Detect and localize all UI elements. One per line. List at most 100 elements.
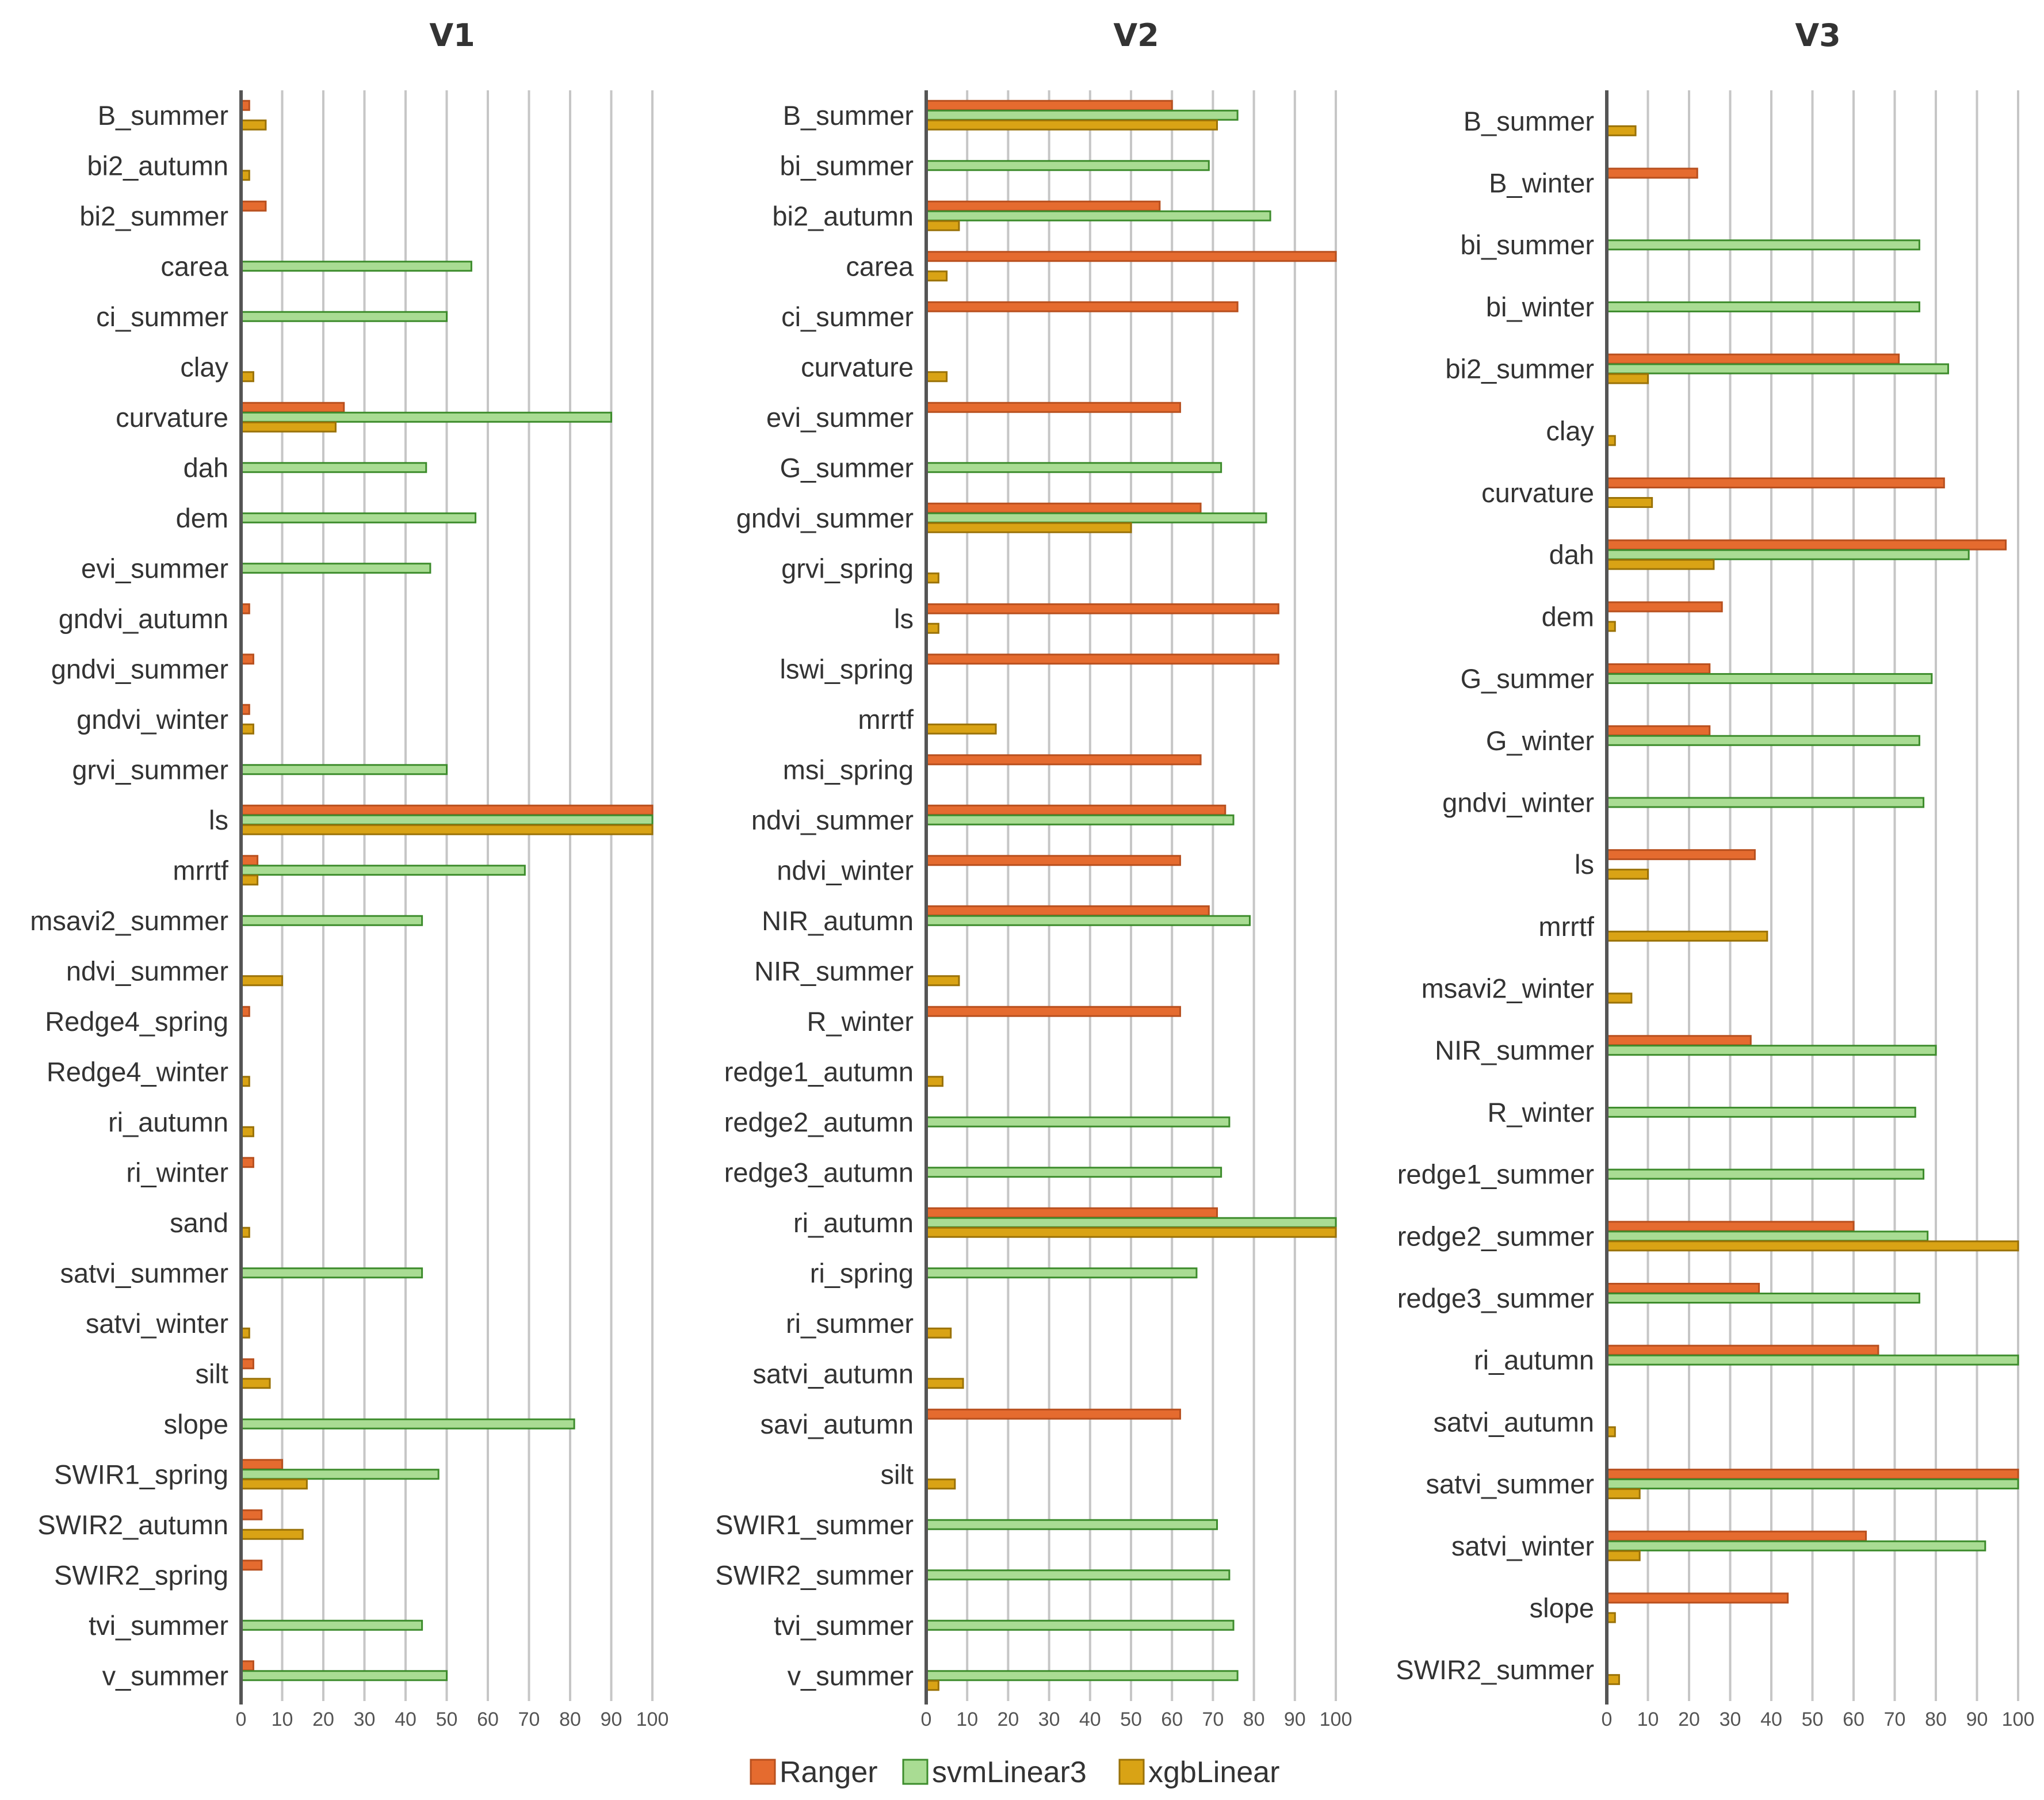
panel-v2-category-label: bi2_autumn xyxy=(772,201,914,231)
panel-v2-bar-ranger-ndvi-winter xyxy=(925,855,1181,866)
panel-v1-category-label: satvi_summer xyxy=(60,1258,228,1288)
panel-v1-bar-ranger-gndvi-summer xyxy=(240,653,254,665)
panel-v2-category-label: v_summer xyxy=(788,1660,914,1691)
panel-v2-title: V2 xyxy=(1113,17,1159,53)
panel-v2-category-label: NIR_autumn xyxy=(762,905,914,936)
panel-v2-bar-xgblinear-mrrtf xyxy=(925,723,997,735)
panel-v2-tick-label-100: 100 xyxy=(1320,1709,1353,1730)
panel-v2-category-label: ndvi_summer xyxy=(751,805,914,835)
panel-v2-bar-xgblinear-nir-summer xyxy=(925,975,960,987)
panel-v1-tick-label-90: 90 xyxy=(601,1709,622,1730)
panel-v2-category-label: G_summer xyxy=(780,452,914,483)
panel-v1-bar-ranger-ls xyxy=(240,804,654,816)
panel-v3-bar-xgblinear-redge2-summer xyxy=(1606,1240,2019,1252)
panel-v2-bar-ranger-msi-spring xyxy=(925,754,1202,766)
panel-v3-bar-xgblinear-msavi2-winter xyxy=(1606,992,1633,1004)
panel-v2-tick-label-90: 90 xyxy=(1284,1709,1306,1730)
panel-v3-tick-label-70: 70 xyxy=(1884,1709,1906,1730)
panel-v3-bar-xgblinear-bi2-summer xyxy=(1606,373,1649,384)
panel-v1-bar-xgblinear-ndvi-summer xyxy=(240,975,283,987)
panel-v3-tick-label-10: 10 xyxy=(1637,1709,1659,1730)
panel-v2-category-label: ls xyxy=(894,603,914,634)
panel-v1-category-label: dem xyxy=(176,503,228,533)
panel-v3-bar-xgblinear-satvi-winter xyxy=(1606,1550,1641,1561)
panel-v1-category-label: gndvi_winter xyxy=(77,704,228,735)
panel-v3-bar-ranger-ls xyxy=(1606,849,1756,861)
panel-v2-bar-xgblinear-redge1-autumn xyxy=(925,1076,943,1087)
panel-v2-tick-label-80: 80 xyxy=(1243,1709,1265,1730)
panel-v2-bar-xgblinear-v-summer xyxy=(925,1680,939,1691)
panel-v3-bar-ranger-dem xyxy=(1606,601,1723,613)
panel-v2-tick-label-30: 30 xyxy=(1038,1709,1060,1730)
panel-v3-category-label: mrrtf xyxy=(1538,911,1595,942)
panel-v1-category-label: grvi_summer xyxy=(72,754,228,785)
panel-v1-category-label: evi_summer xyxy=(81,553,228,583)
panel-v2-bar-ranger-b-summer xyxy=(925,100,1173,111)
panel-v1-category-label: bi2_summer xyxy=(79,201,228,231)
panel-v1-category-label: carea xyxy=(161,251,228,281)
panel-v3-tick-label-60: 60 xyxy=(1843,1709,1865,1730)
panel-v3-bar-svmlinear3-g-winter xyxy=(1606,735,1920,746)
panel-v2-bar-svmlinear3-redge2-autumn xyxy=(925,1116,1231,1128)
panel-v1-category-label: gndvi_autumn xyxy=(59,603,228,634)
panel-v3-title: V3 xyxy=(1795,17,1840,53)
panel-v3-category-label: redge1_summer xyxy=(1397,1159,1594,1190)
panel-v3-category-label: dah xyxy=(1549,540,1594,570)
panel-v1-bar-svmlinear3-curvature xyxy=(240,411,612,423)
panel-v2-bar-xgblinear-ri-autumn xyxy=(925,1226,1337,1238)
panel-v1-title: V1 xyxy=(429,17,475,53)
panel-v2-category-label: lswi_spring xyxy=(780,653,914,684)
panel-v2-category-label: ri_summer xyxy=(786,1308,914,1339)
panel-v2-bar-ranger-ci-summer xyxy=(925,301,1239,312)
panel-v2-bar-xgblinear-satvi-autumn xyxy=(925,1378,964,1389)
panel-v3-bar-ranger-g-summer xyxy=(1606,663,1711,675)
panel-v1-category-label: tvi_summer xyxy=(89,1610,228,1641)
panel-v1-bar-ranger-curvature xyxy=(240,402,345,413)
panel-v1-category-label: curvature xyxy=(116,402,228,433)
panel-v2-bar-ranger-savi-autumn xyxy=(925,1408,1181,1420)
panel-v1-bar-svmlinear3-evi-summer xyxy=(240,563,431,574)
panel-v3-category-label: G_summer xyxy=(1461,663,1594,694)
panel-v1-category-label: ls xyxy=(209,805,228,835)
panel-v3-bar-ranger-satvi-summer xyxy=(1606,1469,2019,1480)
panel-v3-category-label: gndvi_winter xyxy=(1442,787,1594,817)
panel-v1-tick-label-10: 10 xyxy=(272,1709,293,1730)
panel-v3-category-label: bi_summer xyxy=(1461,230,1594,260)
panel-v3-bar-svmlinear3-dah xyxy=(1606,549,1970,560)
panel-v2-bar-ranger-r-winter xyxy=(925,1006,1181,1017)
panel-v2-bar-xgblinear-bi2-autumn xyxy=(925,220,960,231)
panel-v1-bar-svmlinear3-grvi-summer xyxy=(240,764,448,775)
panel-v1-tick-label-20: 20 xyxy=(312,1709,334,1730)
panel-v2-tick-label-50: 50 xyxy=(1120,1709,1142,1730)
panel-v3-bar-svmlinear3-redge2-summer xyxy=(1606,1230,1929,1242)
legend-swatch-ranger xyxy=(750,1759,776,1785)
panel-v3-bar-xgblinear-mrrtf xyxy=(1606,930,1768,942)
panel-v3-category-label: clay xyxy=(1546,415,1594,446)
panel-v3-category-label: curvature xyxy=(1481,477,1594,508)
panel-v3-bar-ranger-satvi-winter xyxy=(1606,1530,1867,1542)
panel-v2-bar-svmlinear3-tvi-summer xyxy=(925,1619,1235,1631)
panel-v1-bar-xgblinear-clay xyxy=(240,371,254,383)
panel-v2-category-label: grvi_spring xyxy=(781,553,914,583)
panel-v1-bar-ranger-bi2-summer xyxy=(240,200,267,212)
panel-v3-bar-xgblinear-swir2-summer xyxy=(1606,1674,1620,1686)
panel-v2-category-label: ndvi_winter xyxy=(777,855,914,885)
panel-v1-bar-xgblinear-ri-autumn xyxy=(240,1126,254,1137)
panel-v1-category-label: B_summer xyxy=(98,100,228,131)
panel-v2-category-label: SWIR1_summer xyxy=(715,1509,914,1540)
panel-v3-category-label: msavi2_winter xyxy=(1422,973,1594,1004)
panel-v1-category-label: satvi_winter xyxy=(86,1308,228,1339)
panel-v1-bar-ranger-mrrtf xyxy=(240,855,259,866)
panel-v2-bar-svmlinear3-ndvi-summer xyxy=(925,814,1235,826)
panel-v2-bar-svmlinear3-g-summer xyxy=(925,462,1222,473)
panel-v3-tick-label-20: 20 xyxy=(1678,1709,1700,1730)
panel-v1-tick-label-60: 60 xyxy=(477,1709,499,1730)
panel-v2-category-label: satvi_autumn xyxy=(752,1358,914,1389)
panel-v1-bar-svmlinear3-ls xyxy=(240,814,654,826)
panel-v1-bar-xgblinear-swir2-autumn xyxy=(240,1528,304,1540)
panel-v2-bar-ranger-nir-autumn xyxy=(925,905,1210,916)
panel-v2-tick-label-60: 60 xyxy=(1161,1709,1183,1730)
panel-v2-category-label: redge1_autumn xyxy=(724,1056,914,1087)
panel-v3-category-label: redge2_summer xyxy=(1397,1221,1594,1251)
